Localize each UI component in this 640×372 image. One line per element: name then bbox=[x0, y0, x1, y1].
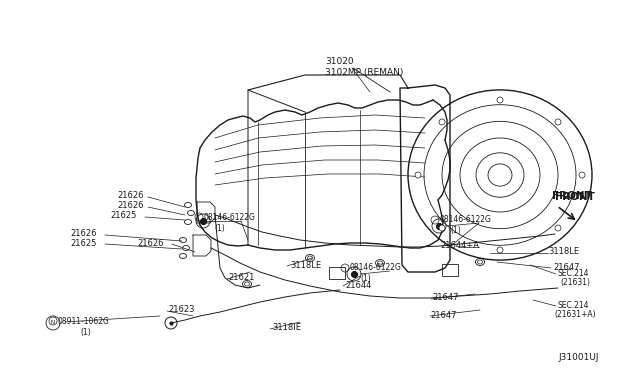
Text: 3118IE: 3118IE bbox=[272, 324, 301, 333]
Text: (1): (1) bbox=[360, 275, 371, 283]
Text: 21625: 21625 bbox=[70, 240, 97, 248]
Ellipse shape bbox=[555, 119, 561, 125]
Text: SEC.214: SEC.214 bbox=[557, 269, 589, 278]
Text: 21626: 21626 bbox=[137, 240, 163, 248]
Ellipse shape bbox=[497, 97, 503, 103]
Ellipse shape bbox=[439, 119, 445, 125]
Text: 3118LE: 3118LE bbox=[548, 247, 579, 257]
Text: 21626: 21626 bbox=[117, 190, 143, 199]
Text: 3102MP (REMAN): 3102MP (REMAN) bbox=[325, 68, 403, 77]
Text: 21647: 21647 bbox=[553, 263, 579, 272]
Text: FRONT: FRONT bbox=[555, 192, 595, 202]
Text: 21647: 21647 bbox=[430, 311, 456, 320]
Text: 21644+A: 21644+A bbox=[440, 241, 479, 250]
Text: 08146-6122G: 08146-6122G bbox=[204, 212, 256, 221]
Ellipse shape bbox=[579, 172, 585, 178]
Ellipse shape bbox=[415, 172, 421, 178]
Text: 08146-6122G: 08146-6122G bbox=[440, 215, 492, 224]
Text: 21644: 21644 bbox=[345, 280, 371, 289]
Text: N: N bbox=[51, 321, 55, 326]
Text: 08911-1062G: 08911-1062G bbox=[58, 317, 110, 326]
Text: 21625: 21625 bbox=[110, 212, 136, 221]
Ellipse shape bbox=[555, 225, 561, 231]
Text: 21626: 21626 bbox=[117, 202, 143, 211]
Text: 21647: 21647 bbox=[432, 294, 458, 302]
Text: J31001UJ: J31001UJ bbox=[558, 353, 598, 362]
Text: FRONT: FRONT bbox=[552, 191, 592, 201]
Text: SEC.214: SEC.214 bbox=[557, 301, 589, 310]
Ellipse shape bbox=[497, 247, 503, 253]
Ellipse shape bbox=[439, 225, 445, 231]
Text: 21626: 21626 bbox=[70, 230, 97, 238]
Text: 21623: 21623 bbox=[168, 305, 195, 314]
Text: (21631): (21631) bbox=[560, 279, 590, 288]
Text: 31020: 31020 bbox=[325, 58, 354, 67]
Text: (1): (1) bbox=[214, 224, 225, 232]
Text: 21621: 21621 bbox=[228, 273, 254, 282]
Text: (1): (1) bbox=[450, 227, 461, 235]
Text: 08146-6122G: 08146-6122G bbox=[350, 263, 402, 273]
Text: (1): (1) bbox=[80, 327, 91, 337]
Text: (21631+A): (21631+A) bbox=[554, 311, 596, 320]
Text: 3118LE: 3118LE bbox=[290, 260, 321, 269]
